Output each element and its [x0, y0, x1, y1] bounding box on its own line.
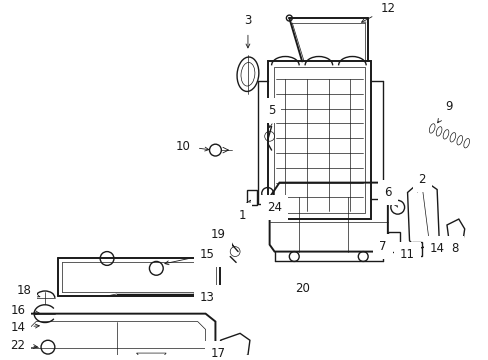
- Text: 18: 18: [16, 284, 40, 297]
- Text: 12: 12: [361, 2, 395, 22]
- Text: 24: 24: [266, 201, 282, 214]
- Bar: [434, 237, 442, 253]
- Text: 14: 14: [10, 321, 39, 334]
- Text: 14: 14: [429, 242, 444, 255]
- Text: 2: 2: [416, 173, 425, 192]
- Text: 20: 20: [294, 282, 309, 294]
- Text: 10: 10: [176, 140, 208, 153]
- Text: 19: 19: [210, 228, 234, 247]
- Bar: [267, 62, 370, 219]
- Bar: [273, 67, 365, 213]
- Text: 23: 23: [0, 359, 1, 360]
- Bar: [387, 232, 399, 252]
- Text: 13: 13: [193, 291, 215, 305]
- Bar: [246, 189, 256, 205]
- Text: 9: 9: [437, 100, 452, 123]
- Text: 1: 1: [238, 200, 250, 222]
- Text: 17: 17: [210, 347, 225, 360]
- Text: 6: 6: [383, 186, 397, 207]
- Text: 3: 3: [244, 14, 251, 48]
- Text: 11: 11: [399, 248, 414, 261]
- Text: 15: 15: [164, 248, 215, 265]
- Bar: [412, 242, 422, 256]
- Text: 8: 8: [450, 240, 458, 255]
- Text: 22: 22: [10, 339, 37, 352]
- Text: 21: 21: [0, 359, 1, 360]
- Text: 5: 5: [267, 104, 275, 127]
- Text: 7: 7: [378, 240, 387, 253]
- Text: 16: 16: [10, 304, 39, 317]
